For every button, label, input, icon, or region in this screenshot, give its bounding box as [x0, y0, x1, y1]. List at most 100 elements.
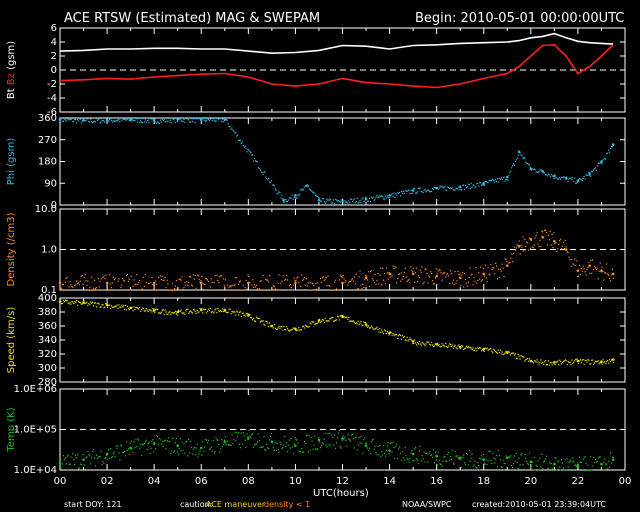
data-dot-temp: [243, 435, 245, 437]
data-dot-density: [160, 278, 162, 281]
data-dot-speed: [81, 303, 83, 305]
data-dot-speed: [69, 302, 71, 304]
data-dot-speed: [526, 358, 528, 360]
data-dot-phi: [68, 119, 70, 121]
data-dot-speed: [476, 350, 478, 352]
data-dot-density: [488, 273, 490, 275]
data-dot-temp: [175, 437, 178, 440]
data-dot-density: [122, 277, 124, 280]
data-dot-phi: [375, 196, 377, 198]
data-dot-phi: [206, 118, 209, 120]
data-dot-phi: [233, 130, 235, 132]
data-dot-speed: [209, 307, 211, 310]
data-dot-speed: [294, 328, 296, 330]
data-dot-speed: [76, 304, 79, 306]
data-dot-phi: [463, 184, 465, 186]
data-dot-temp: [202, 440, 204, 443]
data-dot-density: [202, 288, 204, 290]
data-dot-temp: [409, 458, 411, 460]
data-dot-speed: [571, 359, 573, 361]
data-dot-density: [351, 278, 354, 280]
data-dot-temp: [511, 464, 513, 466]
data-dot-phi: [322, 197, 324, 200]
data-dot-speed: [213, 311, 215, 313]
data-dot-speed: [415, 344, 418, 346]
data-dot-temp: [364, 437, 366, 439]
data-dot-temp: [231, 434, 233, 436]
data-dot-temp: [239, 447, 242, 449]
data-dot-speed: [500, 353, 502, 355]
data-dot-speed: [590, 363, 592, 365]
data-dot-phi: [282, 198, 284, 200]
data-dot-temp: [187, 455, 189, 457]
data-dot-temp: [527, 463, 529, 465]
data-dot-speed: [493, 348, 495, 351]
data-dot-temp: [554, 457, 556, 459]
data-dot-phi: [235, 132, 237, 134]
data-dot-phi: [166, 121, 168, 123]
data-dot-phi: [272, 184, 275, 186]
data-point-density: [364, 276, 368, 280]
data-dot-phi: [369, 200, 372, 203]
data-dot-density: [206, 279, 209, 281]
data-dot-temp: [123, 451, 125, 453]
data-dot-density: [83, 276, 85, 279]
data-dot-phi: [173, 118, 175, 120]
data-dot-speed: [420, 344, 422, 346]
data-dot-temp: [144, 441, 146, 443]
data-dot-density: [210, 278, 212, 280]
data-dot-temp: [131, 448, 133, 450]
data-dot-phi: [111, 121, 113, 123]
data-dot-temp: [581, 469, 583, 471]
data-dot-speed: [217, 307, 219, 310]
data-dot-phi: [208, 119, 210, 122]
data-dot-temp: [459, 458, 461, 461]
data-dot-phi: [190, 118, 193, 120]
data-dot-density: [69, 280, 71, 282]
data-dot-temp: [87, 450, 89, 452]
data-dot-phi: [189, 121, 192, 123]
data-dot-speed: [471, 348, 473, 350]
data-dot-density: [544, 229, 547, 231]
data-dot-temp: [326, 446, 328, 448]
data-dot-phi: [337, 200, 339, 202]
data-dot-density: [233, 284, 235, 286]
data-dot-phi: [506, 179, 508, 181]
data-dot-speed: [392, 332, 394, 335]
data-dot-phi: [471, 186, 473, 188]
data-dot-density: [77, 282, 80, 284]
data-dot-density: [455, 282, 457, 284]
data-dot-temp: [346, 445, 348, 447]
data-dot-temp: [354, 437, 356, 439]
data-dot-density: [269, 274, 271, 277]
data-dot-temp: [485, 459, 487, 461]
data-dot-temp: [320, 444, 323, 447]
y-axis-label: Speed (km/s): [6, 307, 17, 374]
data-dot-phi: [437, 188, 439, 190]
data-dot-density: [372, 279, 374, 281]
data-dot-temp: [587, 464, 589, 466]
data-dot-speed: [136, 306, 138, 309]
data-dot-speed: [357, 320, 359, 322]
data-point-phi: [105, 118, 109, 122]
data-dot-temp: [470, 457, 472, 460]
data-dot-phi: [587, 174, 589, 176]
data-point-speed: [388, 331, 391, 335]
data-dot-temp: [94, 465, 97, 467]
data-dot-phi: [336, 200, 339, 202]
data-dot-temp: [578, 456, 581, 458]
data-dot-phi: [353, 198, 355, 200]
data-dot-temp: [462, 456, 464, 459]
data-dot-speed: [222, 311, 225, 313]
data-dot-phi: [382, 195, 384, 198]
data-dot-phi: [105, 118, 107, 120]
data-point-temp: [529, 460, 533, 464]
data-dot-phi: [279, 191, 281, 194]
data-dot-temp: [600, 467, 602, 469]
data-dot-speed: [156, 308, 158, 310]
data-dot-speed: [210, 311, 212, 313]
data-point-speed: [58, 300, 62, 303]
data-dot-speed: [206, 310, 209, 312]
data-dot-density: [253, 286, 255, 289]
data-dot-speed: [119, 306, 121, 308]
